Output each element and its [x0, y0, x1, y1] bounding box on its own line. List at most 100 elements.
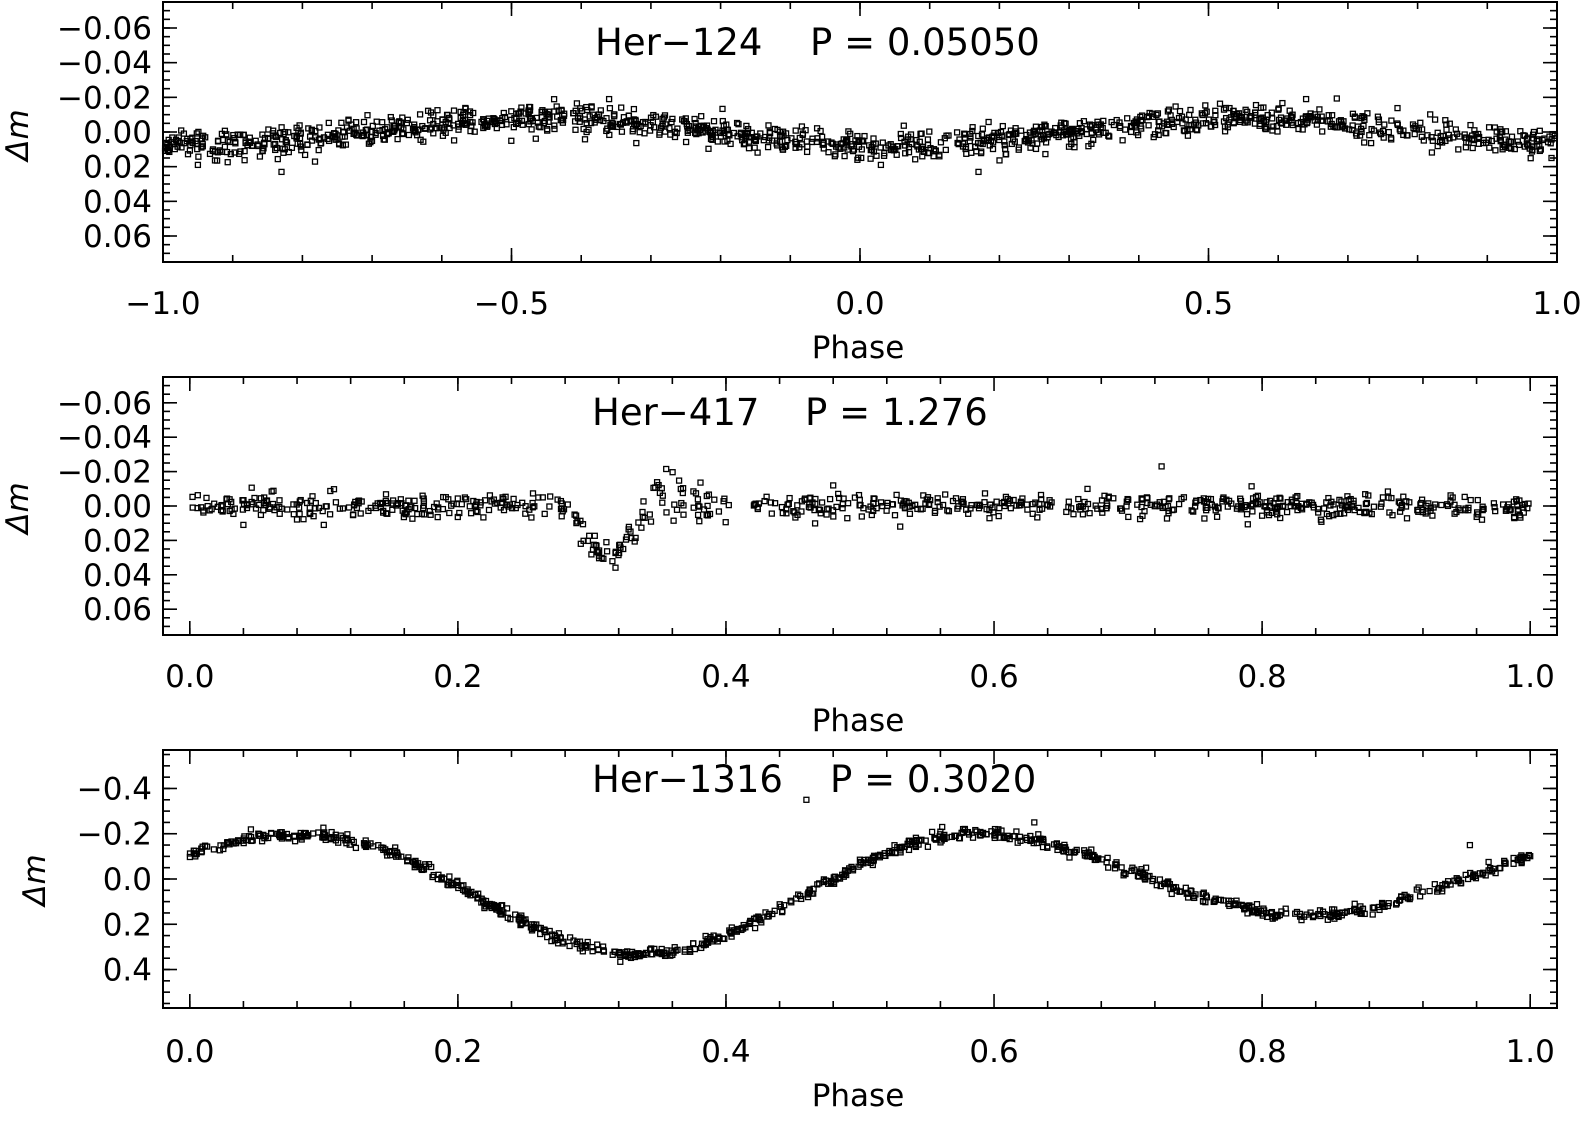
y-tick-label: 0.06 [83, 219, 152, 255]
data-point [403, 119, 411, 127]
data-point [518, 912, 525, 919]
data-point [696, 503, 703, 510]
data-point [620, 545, 627, 553]
x-tick-label: 0.2 [433, 1034, 482, 1070]
data-point [809, 135, 816, 142]
data-point [501, 113, 509, 121]
data-point [315, 504, 323, 512]
data-point [458, 501, 465, 508]
data-point [1490, 500, 1498, 507]
data-point [453, 500, 460, 508]
data-point [983, 506, 990, 513]
data-point [1132, 120, 1139, 127]
data-point [586, 532, 593, 539]
data-point [1547, 140, 1554, 147]
data-points [189, 463, 1532, 571]
data-point [1211, 897, 1218, 904]
data-point [1036, 127, 1044, 134]
data-point [1446, 120, 1453, 127]
data-point [1131, 866, 1138, 873]
data-point [551, 122, 558, 129]
data-point [1084, 853, 1091, 860]
data-point [728, 924, 735, 931]
data-point [652, 484, 659, 491]
data-point [1036, 500, 1043, 508]
data-point [273, 144, 280, 152]
data-point [355, 500, 362, 507]
data-point [1249, 501, 1257, 508]
x-tick-label: 0.0 [165, 1034, 214, 1070]
data-point [1451, 501, 1458, 508]
data-point [1505, 138, 1512, 145]
data-point [1202, 504, 1209, 511]
data-point [1237, 495, 1244, 502]
data-point [171, 145, 178, 153]
data-point [1066, 854, 1073, 861]
data-point [1176, 888, 1183, 895]
data-point [518, 104, 525, 111]
data-point [997, 128, 1005, 136]
data-point [1466, 841, 1474, 849]
data-point [1238, 113, 1246, 121]
data-point [826, 495, 834, 503]
data-point [387, 113, 394, 121]
data-point [741, 140, 749, 147]
data-point [1505, 501, 1512, 508]
data-point [751, 924, 759, 932]
data-point [955, 503, 962, 510]
data-point [1258, 512, 1266, 519]
data-point [942, 146, 949, 154]
data-point [269, 500, 277, 508]
data-point [1369, 911, 1376, 918]
panel-her-124: −1.0 −0.5 0.0 0.5 1.0 −0.06−0.04−0.020.000.02… [0, 1, 1582, 366]
data-point [666, 125, 673, 132]
data-point [975, 132, 982, 140]
data-point [175, 134, 182, 141]
data-point [832, 151, 839, 158]
title-period: P = 0.3020 [830, 758, 1036, 801]
data-point [709, 936, 716, 943]
data-point [1478, 516, 1486, 523]
data-point [993, 498, 1000, 505]
data-point [1396, 499, 1404, 507]
data-point [499, 494, 506, 501]
data-point [239, 506, 247, 513]
data-point [401, 510, 408, 517]
data-point [1084, 485, 1091, 493]
data-point [1165, 106, 1173, 113]
data-point [897, 523, 904, 530]
data-point [985, 118, 992, 126]
data-point [741, 130, 748, 138]
data-point [1402, 503, 1410, 510]
data-point [1411, 130, 1418, 138]
data-point [877, 499, 885, 506]
data-point [493, 120, 500, 127]
data-point [640, 498, 647, 505]
data-point [825, 149, 832, 156]
data-point [983, 135, 991, 142]
data-point [226, 841, 233, 848]
data-point [1455, 146, 1462, 153]
data-point [1257, 115, 1265, 122]
data-point [1270, 123, 1277, 130]
data-point [663, 509, 670, 516]
data-point [293, 133, 300, 141]
data-point [934, 498, 941, 506]
data-point [1046, 130, 1053, 138]
data-point [696, 518, 703, 525]
data-point [1142, 876, 1149, 883]
data-point [682, 118, 689, 125]
data-point [576, 118, 583, 125]
data-point [1330, 501, 1337, 508]
data-point [917, 506, 924, 513]
data-point [1393, 900, 1400, 907]
data-point [297, 129, 304, 136]
data-point [274, 830, 281, 837]
data-point [1319, 908, 1327, 915]
data-point [199, 143, 206, 150]
data-point [1244, 108, 1251, 115]
data-point [691, 115, 698, 123]
data-point [783, 510, 790, 517]
data-point [1438, 136, 1446, 144]
data-point [184, 151, 192, 158]
